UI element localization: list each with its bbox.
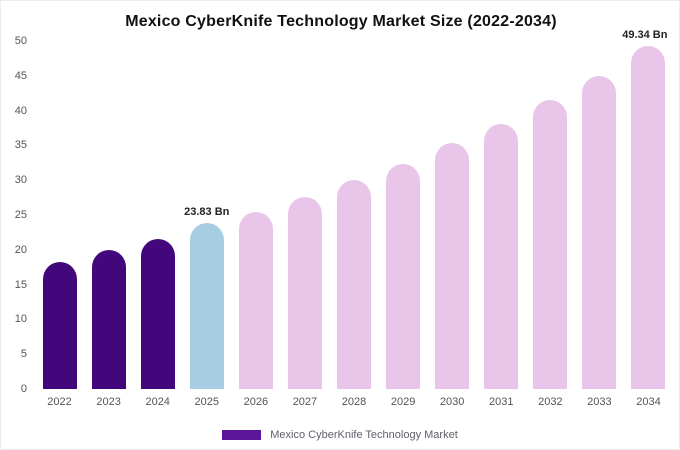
value-label: 23.83 Bn [184, 206, 230, 219]
x-tick-label: 2034 [636, 396, 661, 408]
x-tick-label: 2025 [194, 396, 220, 408]
y-tick-label: 10 [14, 313, 27, 326]
x-tick-label: 2022 [47, 396, 72, 408]
bar-slot: 2027 [280, 41, 329, 408]
bar-slot: 2028 [329, 41, 378, 408]
y-tick-label: 40 [14, 104, 27, 117]
y-tick-label: 50 [14, 35, 27, 47]
x-tick-label: 2024 [145, 396, 170, 408]
x-tick-label: 2028 [341, 396, 367, 408]
bar-2031 [484, 123, 519, 389]
bar-2028 [337, 180, 371, 389]
legend-swatch [222, 430, 262, 440]
bar-2029 [386, 163, 421, 389]
bar-slot: 2033 [575, 41, 624, 408]
bar-2027 [287, 196, 322, 389]
bar-2034: 49.34 Bn [622, 29, 667, 389]
bar-slot: 2031 [477, 41, 526, 408]
bar-2030 [435, 143, 470, 389]
bar-slot: 2030 [428, 41, 477, 408]
x-tick-label: 2032 [538, 396, 563, 408]
bar-slot: 2026 [231, 41, 280, 408]
y-tick-label: 45 [14, 69, 27, 82]
chart-title: Mexico CyberKnife Technology Market Size… [125, 13, 557, 30]
y-tick-label: 5 [20, 348, 27, 361]
bar-slot: 2022 [35, 41, 84, 408]
y-tick-label: 25 [14, 209, 27, 221]
bar-2024 [140, 239, 175, 389]
x-tick-label: 2023 [96, 396, 121, 408]
legend: Mexico CyberKnife Technology Market [1, 429, 679, 441]
x-tick-label: 2033 [587, 396, 612, 408]
bar-2022 [42, 262, 77, 389]
bar-2025: 23.83 Bn [184, 206, 229, 389]
bar-slot: 2029 [379, 41, 428, 408]
bar-2023 [91, 249, 126, 389]
value-label: 49.34 Bn [622, 28, 668, 41]
bar-2033 [582, 75, 617, 389]
bar-slot: 2032 [526, 41, 575, 408]
y-tick-label: 15 [14, 278, 27, 291]
bar-slot: 23.83 Bn 2025 [182, 41, 231, 408]
y-axis: 0 5 10 15 20 25 30 35 40 45 50 [7, 35, 29, 395]
bar-series: 2022 2023 2024 23.83 Bn 2025 2026 2027 2028 2029… [35, 29, 673, 408]
y-tick-label: 30 [14, 174, 27, 187]
bar-2026 [238, 212, 273, 389]
x-tick-label: 2030 [439, 396, 465, 408]
bar-2032 [533, 100, 568, 389]
bar-slot: 49.34 Bn 2034 [622, 29, 673, 408]
y-tick-label: 35 [14, 139, 27, 152]
bar-slot: 2024 [133, 41, 182, 408]
x-tick-label: 2031 [489, 396, 514, 408]
legend-label: Mexico CyberKnife Technology Market [270, 429, 458, 441]
bar-slot: 2023 [84, 41, 133, 408]
plot-area: 0 5 10 15 20 25 30 35 40 45 50 2022 2023 2024 23.83 B… [7, 29, 675, 408]
y-tick-label: 0 [20, 383, 27, 395]
x-tick-label: 2026 [243, 396, 269, 408]
y-tick-label: 20 [14, 243, 27, 256]
x-tick-label: 2027 [292, 396, 318, 408]
x-tick-label: 2029 [390, 396, 416, 408]
